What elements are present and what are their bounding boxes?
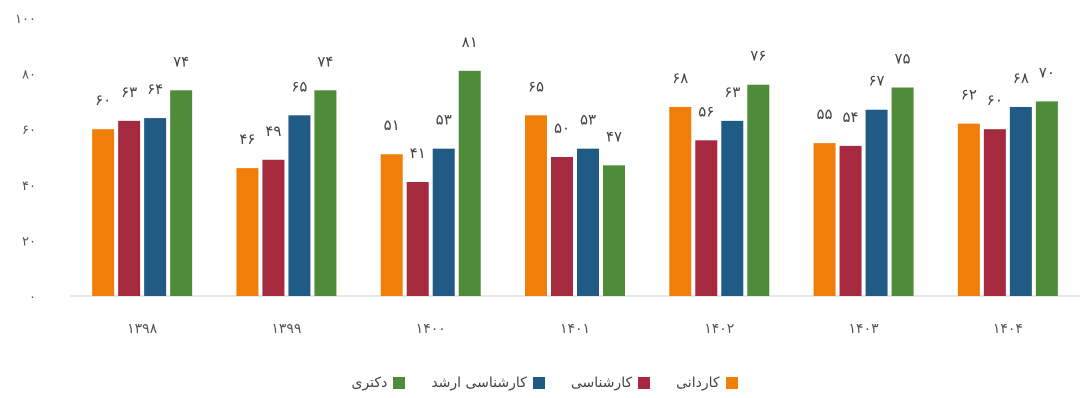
data-label: ۶۸ [672, 69, 688, 87]
data-label: ۵۳ [580, 111, 596, 129]
bar [551, 157, 573, 296]
bar [813, 143, 836, 296]
data-label: ۶۳ [724, 83, 740, 101]
y-tick-label: ۱۰۰ [15, 12, 36, 27]
bar [891, 87, 914, 296]
bar [144, 118, 167, 296]
y-tick-label: ۶۰ [22, 123, 36, 138]
bar [458, 70, 481, 296]
category-label: ۱۴۰۳ [849, 321, 880, 337]
data-label: ۶۰ [95, 91, 111, 109]
data-label: ۶۲ [961, 86, 977, 104]
data-label: ۶۴ [147, 80, 163, 98]
legend-label-kardani: کاردانی [676, 375, 720, 391]
bar [577, 148, 599, 296]
bar [170, 90, 193, 296]
bar [262, 159, 285, 296]
legend-swatch-karshenasi [638, 377, 651, 389]
legend-item-karshenasi: کارشناسی [570, 375, 651, 391]
category-label: ۱۴۰۱ [560, 321, 590, 337]
data-label: ۷۶ [750, 47, 766, 65]
data-label: ۷۴ [173, 52, 189, 70]
y-tick-label: ۸۰ [22, 68, 36, 83]
bar [603, 165, 625, 296]
bar [865, 109, 888, 297]
y-tick-label: ۲۰ [22, 234, 36, 249]
bar [695, 140, 718, 296]
bar [288, 115, 311, 296]
data-label: ۴۷ [606, 127, 622, 145]
legend-swatch-doctora [393, 377, 406, 389]
data-label: ۴۹ [265, 122, 281, 140]
data-label: ۶۵ [291, 77, 307, 95]
bar [721, 120, 744, 296]
data-label: ۶۷ [869, 72, 885, 90]
bar [983, 129, 1006, 296]
data-label: ۷۵ [895, 50, 911, 68]
legend-item-doctora: دکتری [352, 375, 406, 391]
bar [1035, 101, 1058, 297]
legend-label-karshenasi-arshad: کارشناسی ارشد [431, 375, 527, 391]
legend-label-doctora: دکتری [351, 375, 388, 391]
bar [118, 120, 141, 296]
bar [432, 148, 455, 296]
bar [525, 115, 547, 296]
data-label: ۷۰ [1039, 63, 1055, 81]
bar [1009, 106, 1032, 297]
data-label: ۶۳ [121, 83, 137, 101]
data-label: ۴۶ [239, 130, 255, 148]
bar [669, 106, 692, 297]
category-label: ۱۳۹۹ [271, 321, 301, 337]
data-label: ۵۴ [843, 108, 859, 126]
data-label: ۵۵ [817, 105, 833, 123]
legend-swatch-karshenasi-arshad [532, 377, 545, 389]
bar [747, 84, 770, 296]
data-label: ۵۱ [384, 116, 400, 134]
bar [380, 154, 403, 296]
data-label: ۸۱ [462, 33, 478, 51]
data-label: ۶۵ [528, 77, 544, 95]
legend-item-karshenasi-arshad: کارشناسی ارشد [431, 375, 545, 391]
data-label: ۴۱ [410, 144, 426, 162]
data-label: ۶۸ [1013, 69, 1029, 87]
category-label: ۱۴۰۰ [416, 321, 446, 337]
bar [957, 123, 980, 296]
bar [314, 90, 337, 296]
bar [406, 182, 429, 296]
y-axis-ticks: ۰ ۲۰ ۴۰ ۶۰ ۸۰ ۱۰۰ [15, 12, 36, 305]
data-label: ۵۶ [698, 102, 714, 120]
data-label: ۵۰ [554, 119, 570, 137]
data-label: ۷۴ [317, 52, 333, 70]
x-axis-categories: ۱۳۹۸ ۱۳۹۹ ۱۴۰۰ ۱۴۰۱ ۱۴۰۲ ۱۴۰۳ ۱۴۰۴ [127, 321, 1023, 337]
legend-swatch-kardani [725, 377, 738, 389]
y-tick-label: ۴۰ [22, 179, 36, 194]
data-label: ۵۳ [436, 111, 452, 129]
category-label: ۱۴۰۲ [704, 321, 734, 337]
data-label: ۶۰ [987, 91, 1003, 109]
bars-group [92, 70, 1058, 297]
legend-item-kardani: کاردانی [676, 375, 738, 391]
bar [236, 168, 259, 296]
legend-label-karshenasi: کارشناسی [570, 375, 633, 391]
category-label: ۱۴۰۴ [993, 321, 1023, 337]
y-tick-label: ۰ [29, 290, 36, 305]
category-label: ۱۳۹۸ [127, 321, 158, 337]
data-labels-group: ۶۰ ۶۳ ۶۴ ۷۴ ۴۶ ۴۹ ۶۵ ۷۴ ۵۱ ۴۱ ۵۳ ۸۱ ۶۵ ۵۰ ۵۳ ۴۷ ۶۸ ۵۶ ۶۳ ۷۶… [95, 33, 1055, 162]
legend: کاردانی کارشناسی کارشناسی ارشد دکتری [0, 372, 1089, 394]
bar [839, 145, 862, 296]
bar [92, 129, 115, 296]
bar-chart: ۰ ۲۰ ۴۰ ۶۰ ۸۰ ۱۰۰ ۶۰ ۶۳ ۶۴ ۷۴ ۴۶ ۴۹ ۶۵ ۷۴ ۵۱ ۴۱ ۵۳ ۸۱ ۶۵ ۵… [15, 12, 1080, 337]
